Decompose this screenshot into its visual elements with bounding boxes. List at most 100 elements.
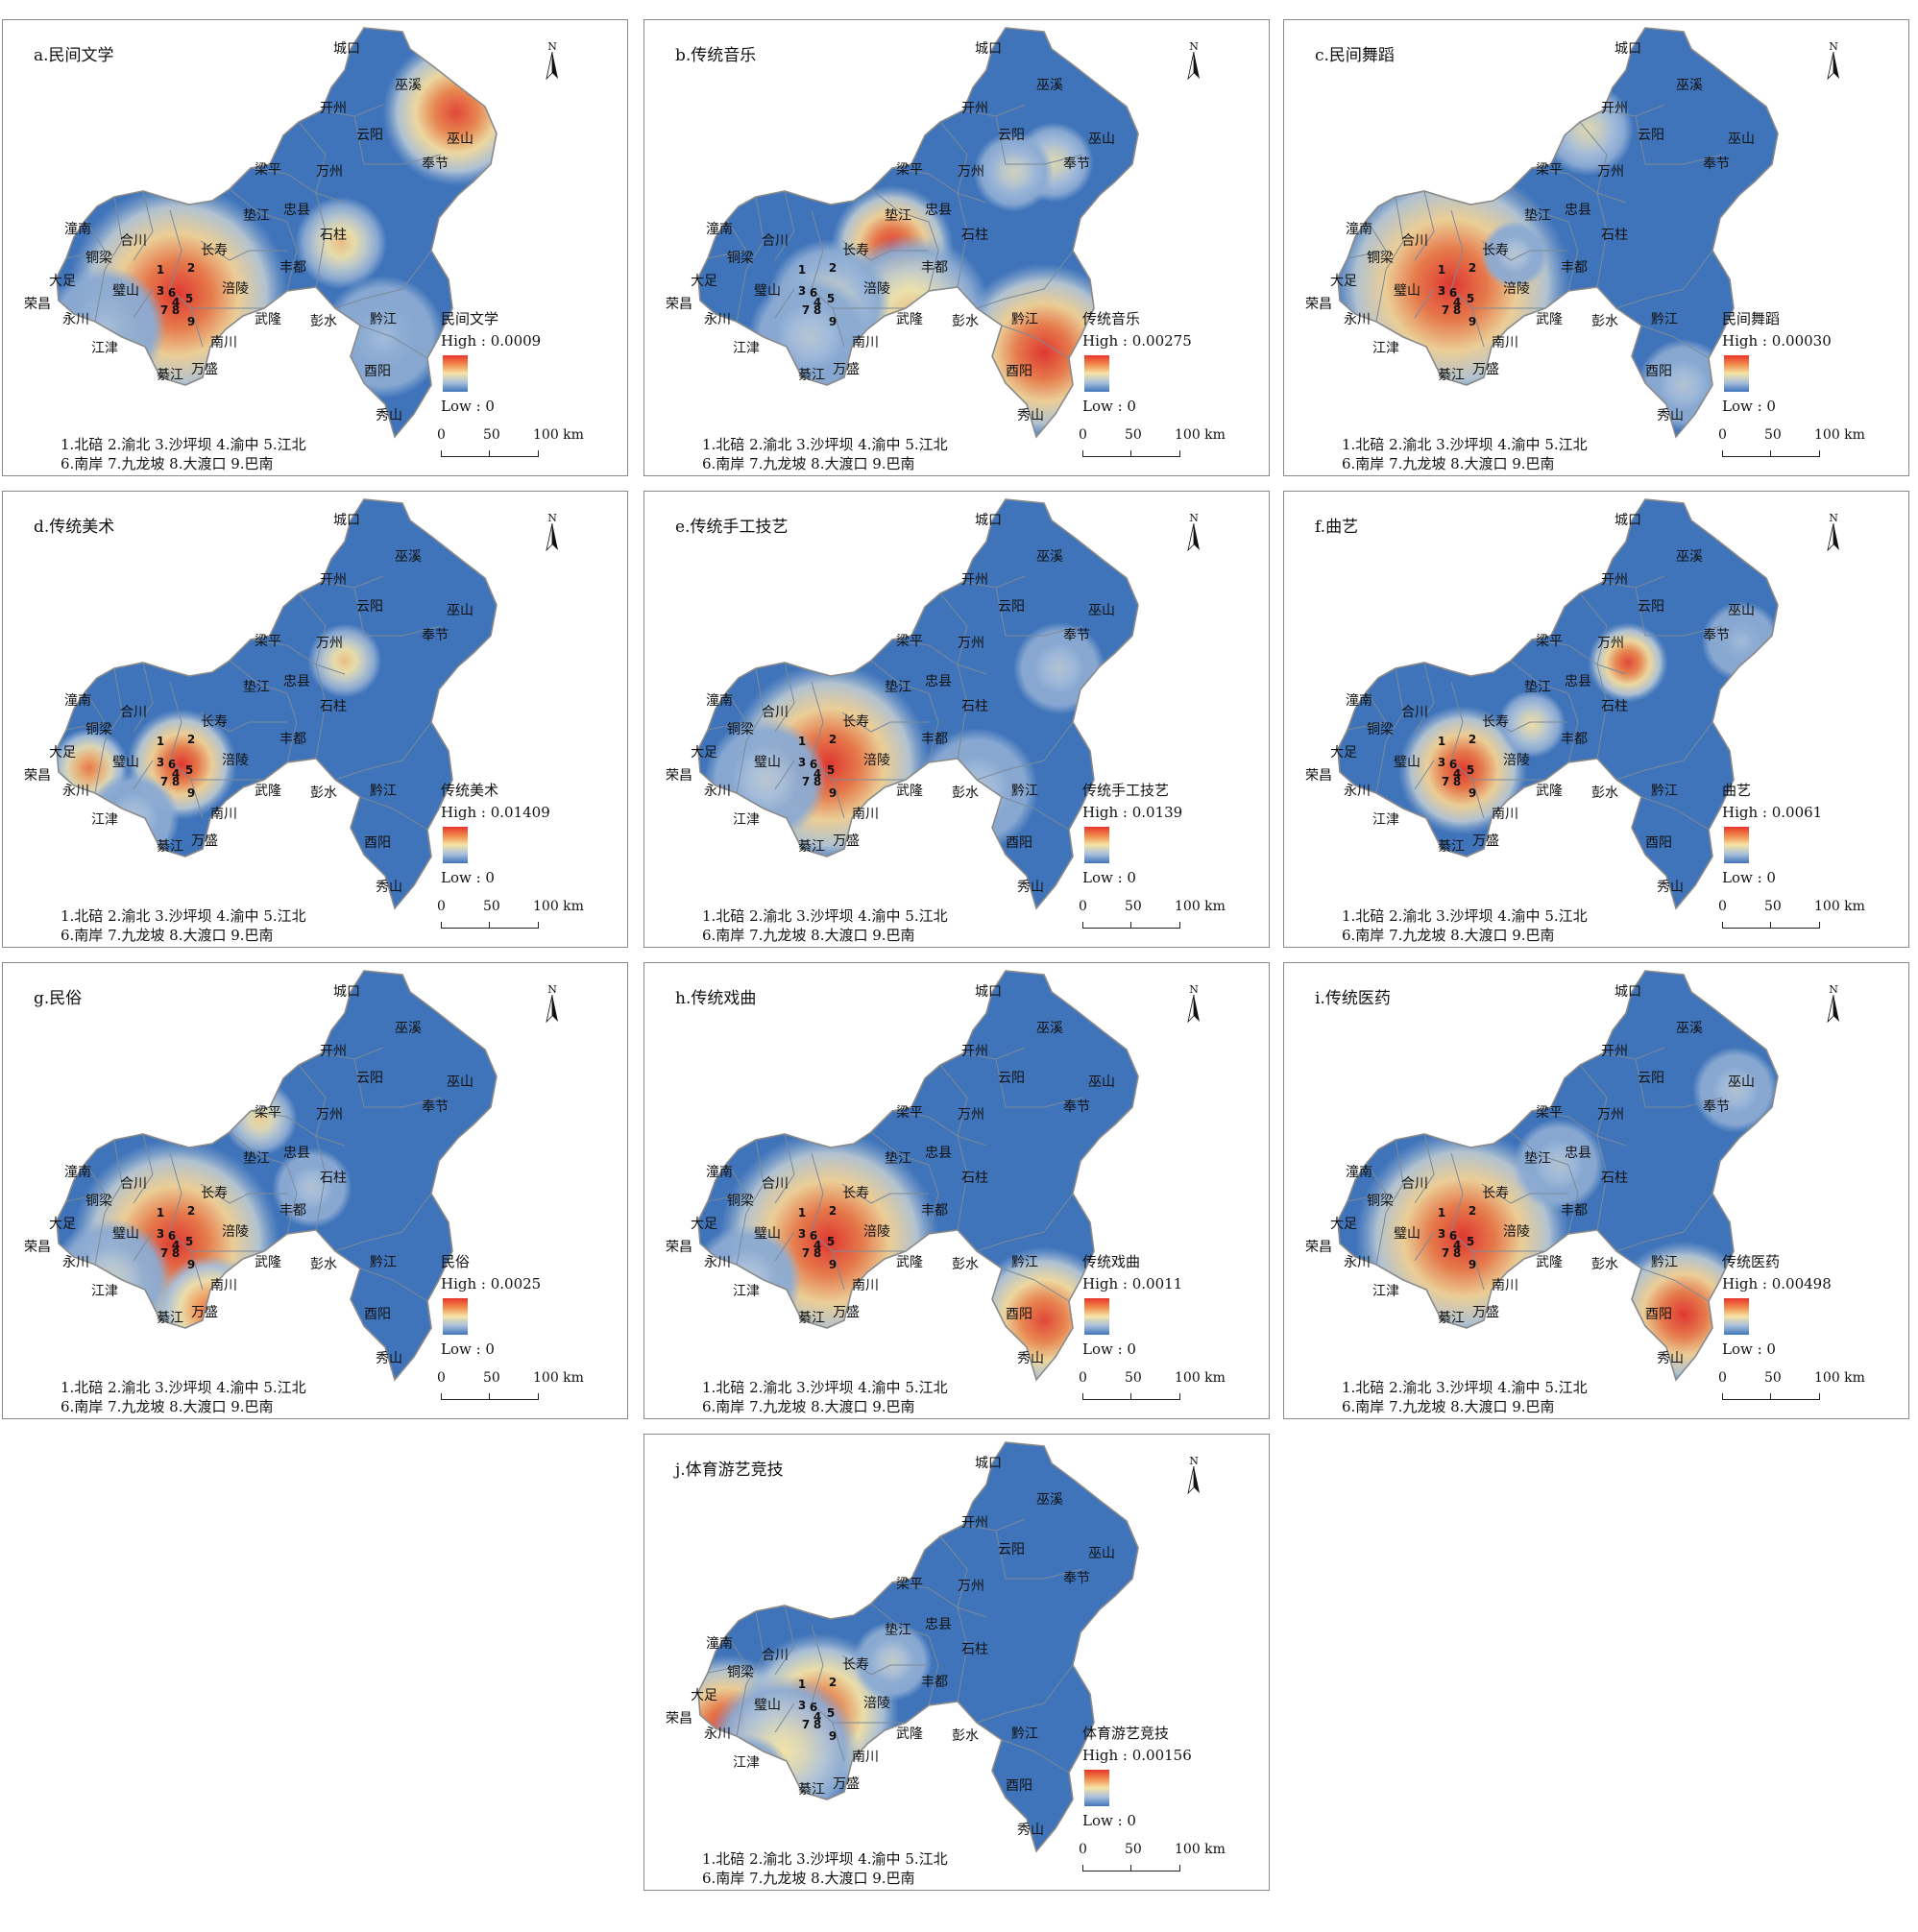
district-label: 荣昌 [24, 297, 51, 312]
district-label: 铜梁 [727, 251, 754, 266]
district-label: 荣昌 [24, 768, 51, 784]
district-number: 5 [827, 292, 835, 305]
district-border [939, 1064, 968, 1137]
district-label: 巫溪 [1036, 549, 1063, 565]
legend: 体育游艺竞技 High : 0.00156 Low : 0 [1082, 1723, 1192, 1829]
district-key-line-1: 1.北碚 2.渝北 3.沙坪坝 4.渝中 5.江北 [702, 907, 948, 925]
district-label: 奉节 [1703, 628, 1730, 643]
district-border [832, 307, 845, 348]
district-border [298, 121, 327, 194]
district-label: 城口 [1615, 513, 1641, 528]
district-label: 武隆 [896, 784, 923, 799]
district-label: 涪陵 [863, 753, 890, 768]
legend-high: High : 0.0011 [1082, 1275, 1183, 1292]
legend-high: High : 0.00156 [1082, 1747, 1192, 1764]
legend-high: High : 0.0061 [1722, 804, 1823, 821]
scale-bar: 0 50 100 km [1079, 899, 1226, 929]
district-label: 彭水 [952, 1257, 979, 1272]
legend: 传统医药 High : 0.00498 Low : 0 [1722, 1251, 1832, 1358]
district-label: 武隆 [896, 312, 923, 327]
district-label: 长寿 [842, 1656, 869, 1673]
district-number: 3 [798, 756, 806, 769]
district-label: 潼南 [64, 1164, 91, 1180]
district-border [334, 721, 432, 781]
panel-title: c.民间舞蹈 [1315, 46, 1395, 65]
district-border [1385, 667, 1404, 742]
district-label: 彭水 [310, 314, 337, 329]
north-label: N [1189, 983, 1199, 996]
district-label: 忠县 [1565, 1146, 1591, 1161]
district-label: 荣昌 [666, 1240, 692, 1255]
district-border [891, 1110, 987, 1147]
district-border [1567, 1164, 1579, 1235]
district-border [736, 740, 747, 794]
district-label: 南川 [1492, 335, 1518, 350]
district-border [957, 664, 968, 760]
district-label: 万盛 [833, 362, 860, 377]
district-label: 合川 [762, 1176, 789, 1192]
scale-zero: 0 [1079, 1842, 1087, 1857]
scale-zero: 0 [437, 1370, 446, 1386]
legend-low: Low : 0 [1722, 869, 1776, 886]
district-label: 綦江 [157, 1311, 183, 1326]
district-label: 黔江 [1011, 1727, 1038, 1742]
district-number: 7 [1442, 303, 1449, 317]
district-border [736, 269, 747, 323]
district-border [190, 307, 204, 348]
district-border [976, 721, 1074, 781]
north-label: N [1189, 1455, 1199, 1467]
district-label: 垫江 [885, 208, 911, 224]
north-label: N [1829, 40, 1838, 53]
legend-high: High : 0.0025 [441, 1275, 542, 1292]
district-border [401, 154, 442, 165]
district-label: 城口 [1615, 984, 1641, 1000]
district-border [1450, 209, 1473, 309]
district-border [745, 667, 765, 742]
north-arrow: N [1822, 41, 1845, 85]
district-label: 城口 [333, 513, 360, 528]
district-number: 2 [187, 733, 195, 746]
district-label: 万州 [958, 1107, 984, 1123]
district-label: 合川 [1401, 705, 1428, 720]
district-label: 秀山 [376, 880, 402, 895]
scale-bar: 0 50 100 km [1079, 1842, 1226, 1872]
district-label: 开州 [320, 101, 347, 116]
district-label: 云阳 [1638, 1071, 1664, 1086]
district-label: 涪陵 [1503, 1224, 1530, 1240]
district-border [928, 1164, 939, 1235]
district-label: 开州 [961, 1515, 988, 1531]
district-label: 南川 [852, 335, 879, 350]
district-border [995, 115, 1044, 165]
district-border [1640, 1268, 1710, 1302]
district-label: 忠县 [283, 674, 310, 689]
north-arrow-icon [1827, 994, 1839, 1024]
panel-title: b.传统音乐 [675, 46, 757, 65]
hotspot [706, 1675, 860, 1828]
district-border [745, 1610, 765, 1685]
district-label: 万盛 [191, 362, 218, 377]
district-key-line-1: 1.北碚 2.渝北 3.沙坪坝 4.渝中 5.江北 [61, 436, 306, 453]
scale-fifty: 50 [483, 427, 500, 443]
district-border [1531, 1110, 1627, 1147]
district-border [1683, 625, 1723, 637]
district-border [1531, 639, 1627, 675]
district-label: 荣昌 [1305, 1240, 1332, 1255]
district-label: 大足 [49, 1217, 76, 1232]
district-number: 3 [798, 1699, 806, 1712]
district-border [169, 209, 192, 309]
region-outline [697, 498, 1139, 910]
district-border [94, 740, 106, 794]
district-label: 武隆 [1536, 784, 1563, 799]
district-number: 9 [1469, 1258, 1476, 1271]
district-label: 黔江 [370, 1255, 397, 1270]
district-border [707, 219, 747, 259]
district-border [995, 587, 1044, 637]
north-arrow: N [1822, 513, 1845, 556]
district-border [1481, 712, 1568, 733]
district-number: 3 [157, 1227, 164, 1241]
district-border [65, 219, 106, 259]
district-border [1414, 662, 1435, 733]
district-label: 綦江 [798, 368, 825, 383]
scale-zero: 0 [1718, 1370, 1727, 1386]
